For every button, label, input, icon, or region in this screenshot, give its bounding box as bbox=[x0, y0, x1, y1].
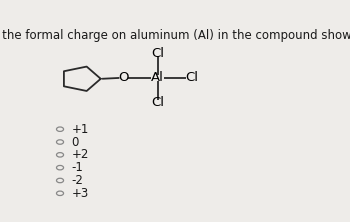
Text: Cl: Cl bbox=[185, 71, 198, 84]
Text: O: O bbox=[119, 71, 129, 84]
Text: Al: Al bbox=[151, 71, 164, 84]
Text: What is the formal charge on aluminum (Al) in the compound shown below?: What is the formal charge on aluminum (A… bbox=[0, 29, 350, 42]
Text: +3: +3 bbox=[71, 187, 89, 200]
Text: 0: 0 bbox=[71, 135, 79, 149]
Text: -2: -2 bbox=[71, 174, 83, 187]
Text: +1: +1 bbox=[71, 123, 89, 136]
Text: Cl: Cl bbox=[151, 47, 164, 60]
Text: Cl: Cl bbox=[151, 96, 164, 109]
Text: -1: -1 bbox=[71, 161, 83, 174]
Text: +2: +2 bbox=[71, 148, 89, 161]
